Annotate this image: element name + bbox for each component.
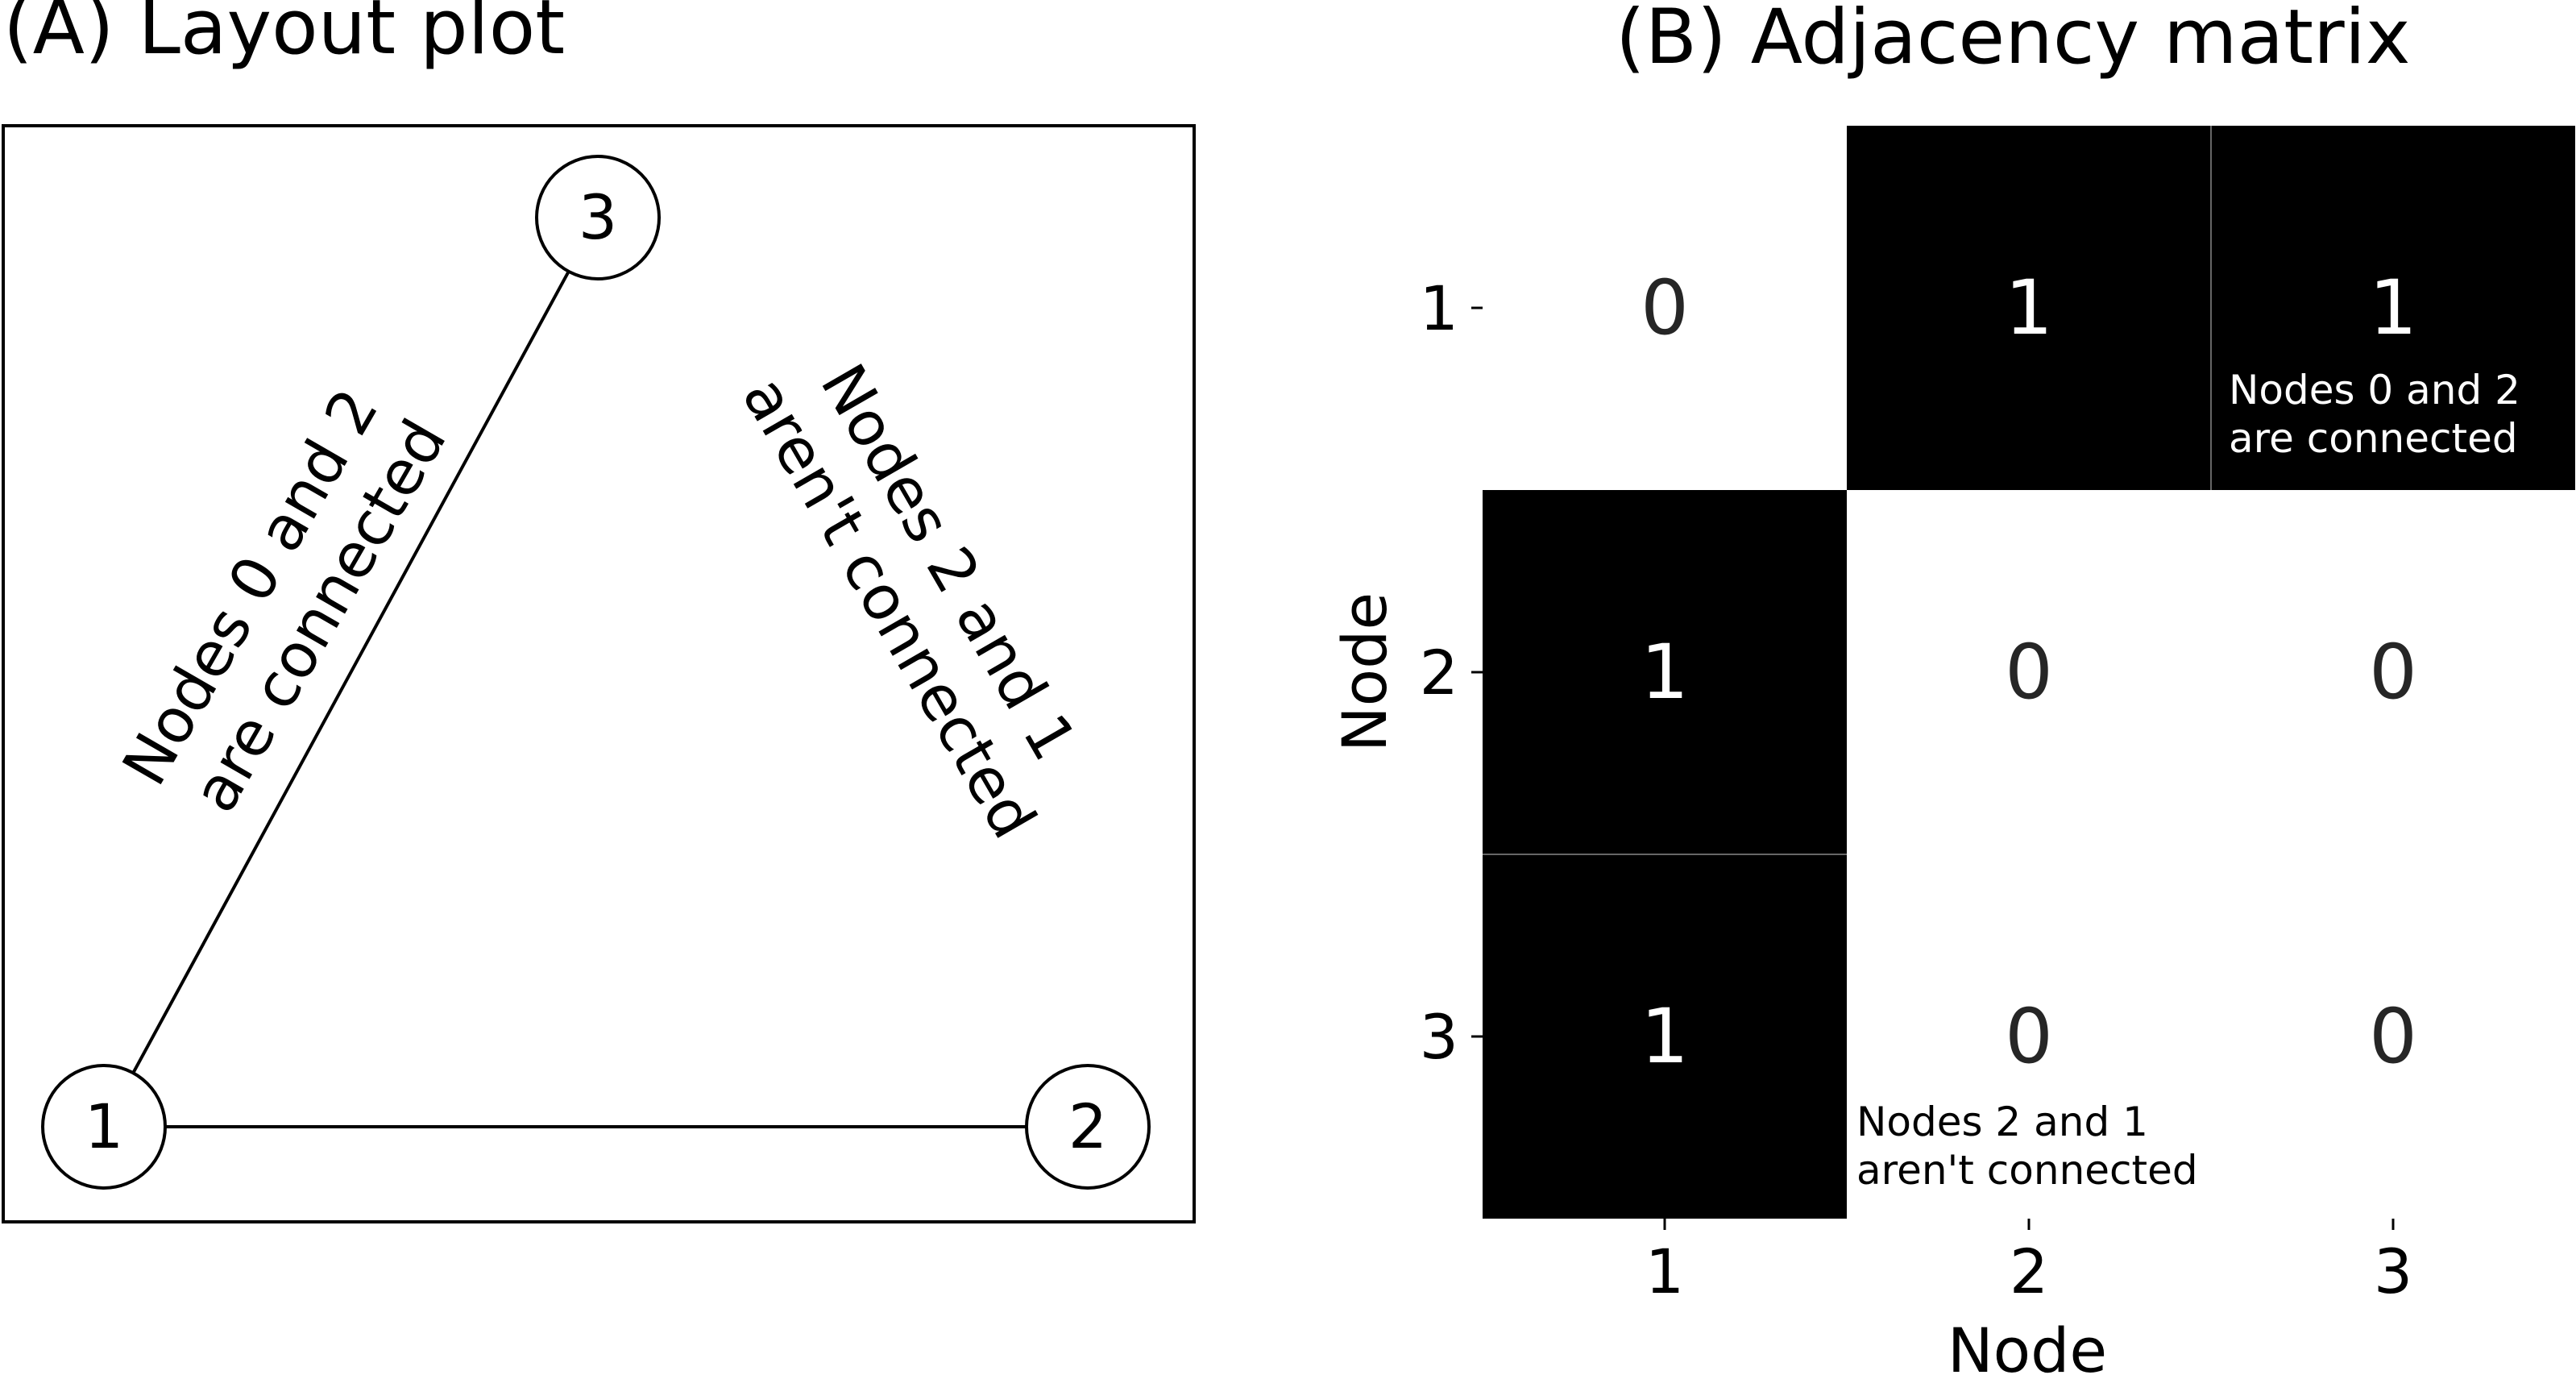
matrix-annotation-connected: Nodes 0 and 2 are connected: [2229, 367, 2533, 462]
matrix-cell-3-3: [2211, 854, 2575, 1219]
matrix-value-3-3: 0: [2369, 993, 2417, 1081]
matrix-cell-1-3: [2211, 126, 2575, 490]
matrix-cell-3-2: [1847, 854, 2211, 1219]
y-tick-label-1: 1: [1420, 272, 1458, 344]
matrix-value-1-3: 1: [2369, 264, 2417, 352]
x-tick-label-3: 3: [2374, 1236, 2412, 1307]
matrix-annotation-connected-line-2: are connected: [2229, 415, 2518, 462]
matrix-cell-2-2: [1847, 490, 2211, 854]
edge-n1-n3: [131, 270, 570, 1074]
node-circle-2: [1025, 1064, 1151, 1190]
layout-nodes: 1 2 3: [41, 155, 1151, 1190]
matrix-cell-3-1: [1483, 854, 1847, 1219]
matrix-annotation-not-connected: Nodes 2 and 1 aren't connected: [1856, 1099, 2198, 1194]
matrix-annotation-not-connected-line-1: Nodes 2 and 1: [1856, 1099, 2148, 1145]
matrix-cell-2-1: [1483, 490, 1847, 854]
matrix-value-2-3: 0: [2369, 629, 2417, 717]
matrix-value-1-1: 0: [1641, 264, 1689, 352]
matrix-value-2-2: 0: [2005, 629, 2053, 717]
matrix-value-3-2: 0: [2005, 993, 2053, 1081]
node-label-1: 1: [85, 1090, 123, 1162]
matrix-annotation-not-connected-line-2: aren't connected: [1856, 1147, 2198, 1194]
y-tick-label-2: 2: [1420, 637, 1458, 708]
node-circle-1: [41, 1064, 167, 1190]
matrix-value-2-1: 1: [1641, 629, 1689, 717]
matrix-cell-1-1: [1483, 126, 1847, 490]
matrix-value-1-2: 1: [2005, 264, 2053, 352]
adjacency-matrix-title: (B) Adjacency matrix: [1616, 0, 2410, 81]
layout-annotation-connected: Nodes 0 and 2 are connected: [108, 360, 466, 834]
node-label-3: 3: [579, 181, 617, 253]
layout-plot-title: (A) Layout plot: [3, 0, 565, 72]
x-tick-label-2: 2: [2010, 1236, 2048, 1307]
node-circle-3: [535, 155, 661, 280]
node-label-2: 2: [1068, 1090, 1107, 1162]
matrix-cell-1-2: [1847, 126, 2211, 490]
y-tick-label-3: 3: [1420, 1001, 1458, 1073]
matrix-value-3-1: 1: [1641, 993, 1689, 1081]
layout-plot-frame: [2, 124, 1196, 1223]
layout-edges: [131, 270, 1027, 1128]
matrix-axes: 1 2 3 1 2 3: [1420, 272, 2413, 1307]
matrix-annotation-connected-line-1: Nodes 0 and 2: [2229, 367, 2520, 413]
matrix-cells: 0 1 1 1 0 0 1 0 0: [1483, 126, 2575, 1219]
matrix-cell-2-3: [2211, 490, 2575, 854]
layout-annotation-not-connected: Nodes 2 and 1 aren't connected: [728, 328, 1114, 850]
x-tick-label-1: 1: [1645, 1236, 1684, 1307]
matrix-ylabel: Node: [1329, 592, 1400, 752]
matrix-xlabel: Node: [1948, 1315, 2107, 1375]
